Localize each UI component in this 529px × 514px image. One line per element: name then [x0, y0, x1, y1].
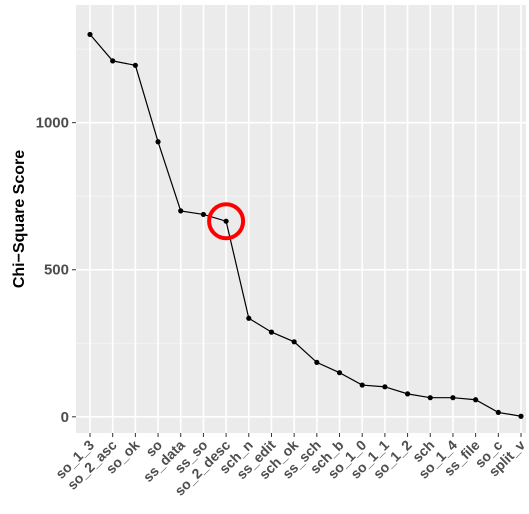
- y-tick-label: 500: [44, 262, 69, 279]
- data-point: [359, 382, 365, 388]
- plot-panel: [76, 5, 526, 433]
- data-point: [450, 395, 456, 401]
- data-point: [382, 384, 388, 390]
- data-point: [427, 395, 433, 401]
- series-line: [89, 34, 522, 417]
- y-tick-label: 0: [61, 409, 69, 426]
- y-axis-title: Chi−Square Score: [11, 150, 28, 288]
- data-point: [155, 139, 161, 145]
- data-point: [336, 370, 343, 376]
- data-point: [518, 413, 524, 419]
- data-point: [132, 62, 138, 68]
- data-point: [200, 211, 207, 218]
- highlight-circle: [207, 202, 246, 241]
- y-tick-label: 1000: [36, 115, 69, 132]
- data-point: [495, 409, 501, 416]
- data-point: [404, 391, 411, 397]
- data-point: [223, 218, 229, 224]
- minor-gridlines: [76, 48, 526, 344]
- data-point: [314, 359, 320, 366]
- data-point: [246, 315, 252, 321]
- y-axis-ticks: 0 500 1000: [36, 115, 76, 426]
- data-point: [473, 397, 479, 403]
- data-point: [268, 329, 275, 335]
- data-point: [178, 208, 184, 214]
- data-points: [87, 31, 524, 419]
- data-point: [110, 58, 116, 64]
- data-point: [87, 31, 93, 38]
- data-point: [291, 339, 297, 345]
